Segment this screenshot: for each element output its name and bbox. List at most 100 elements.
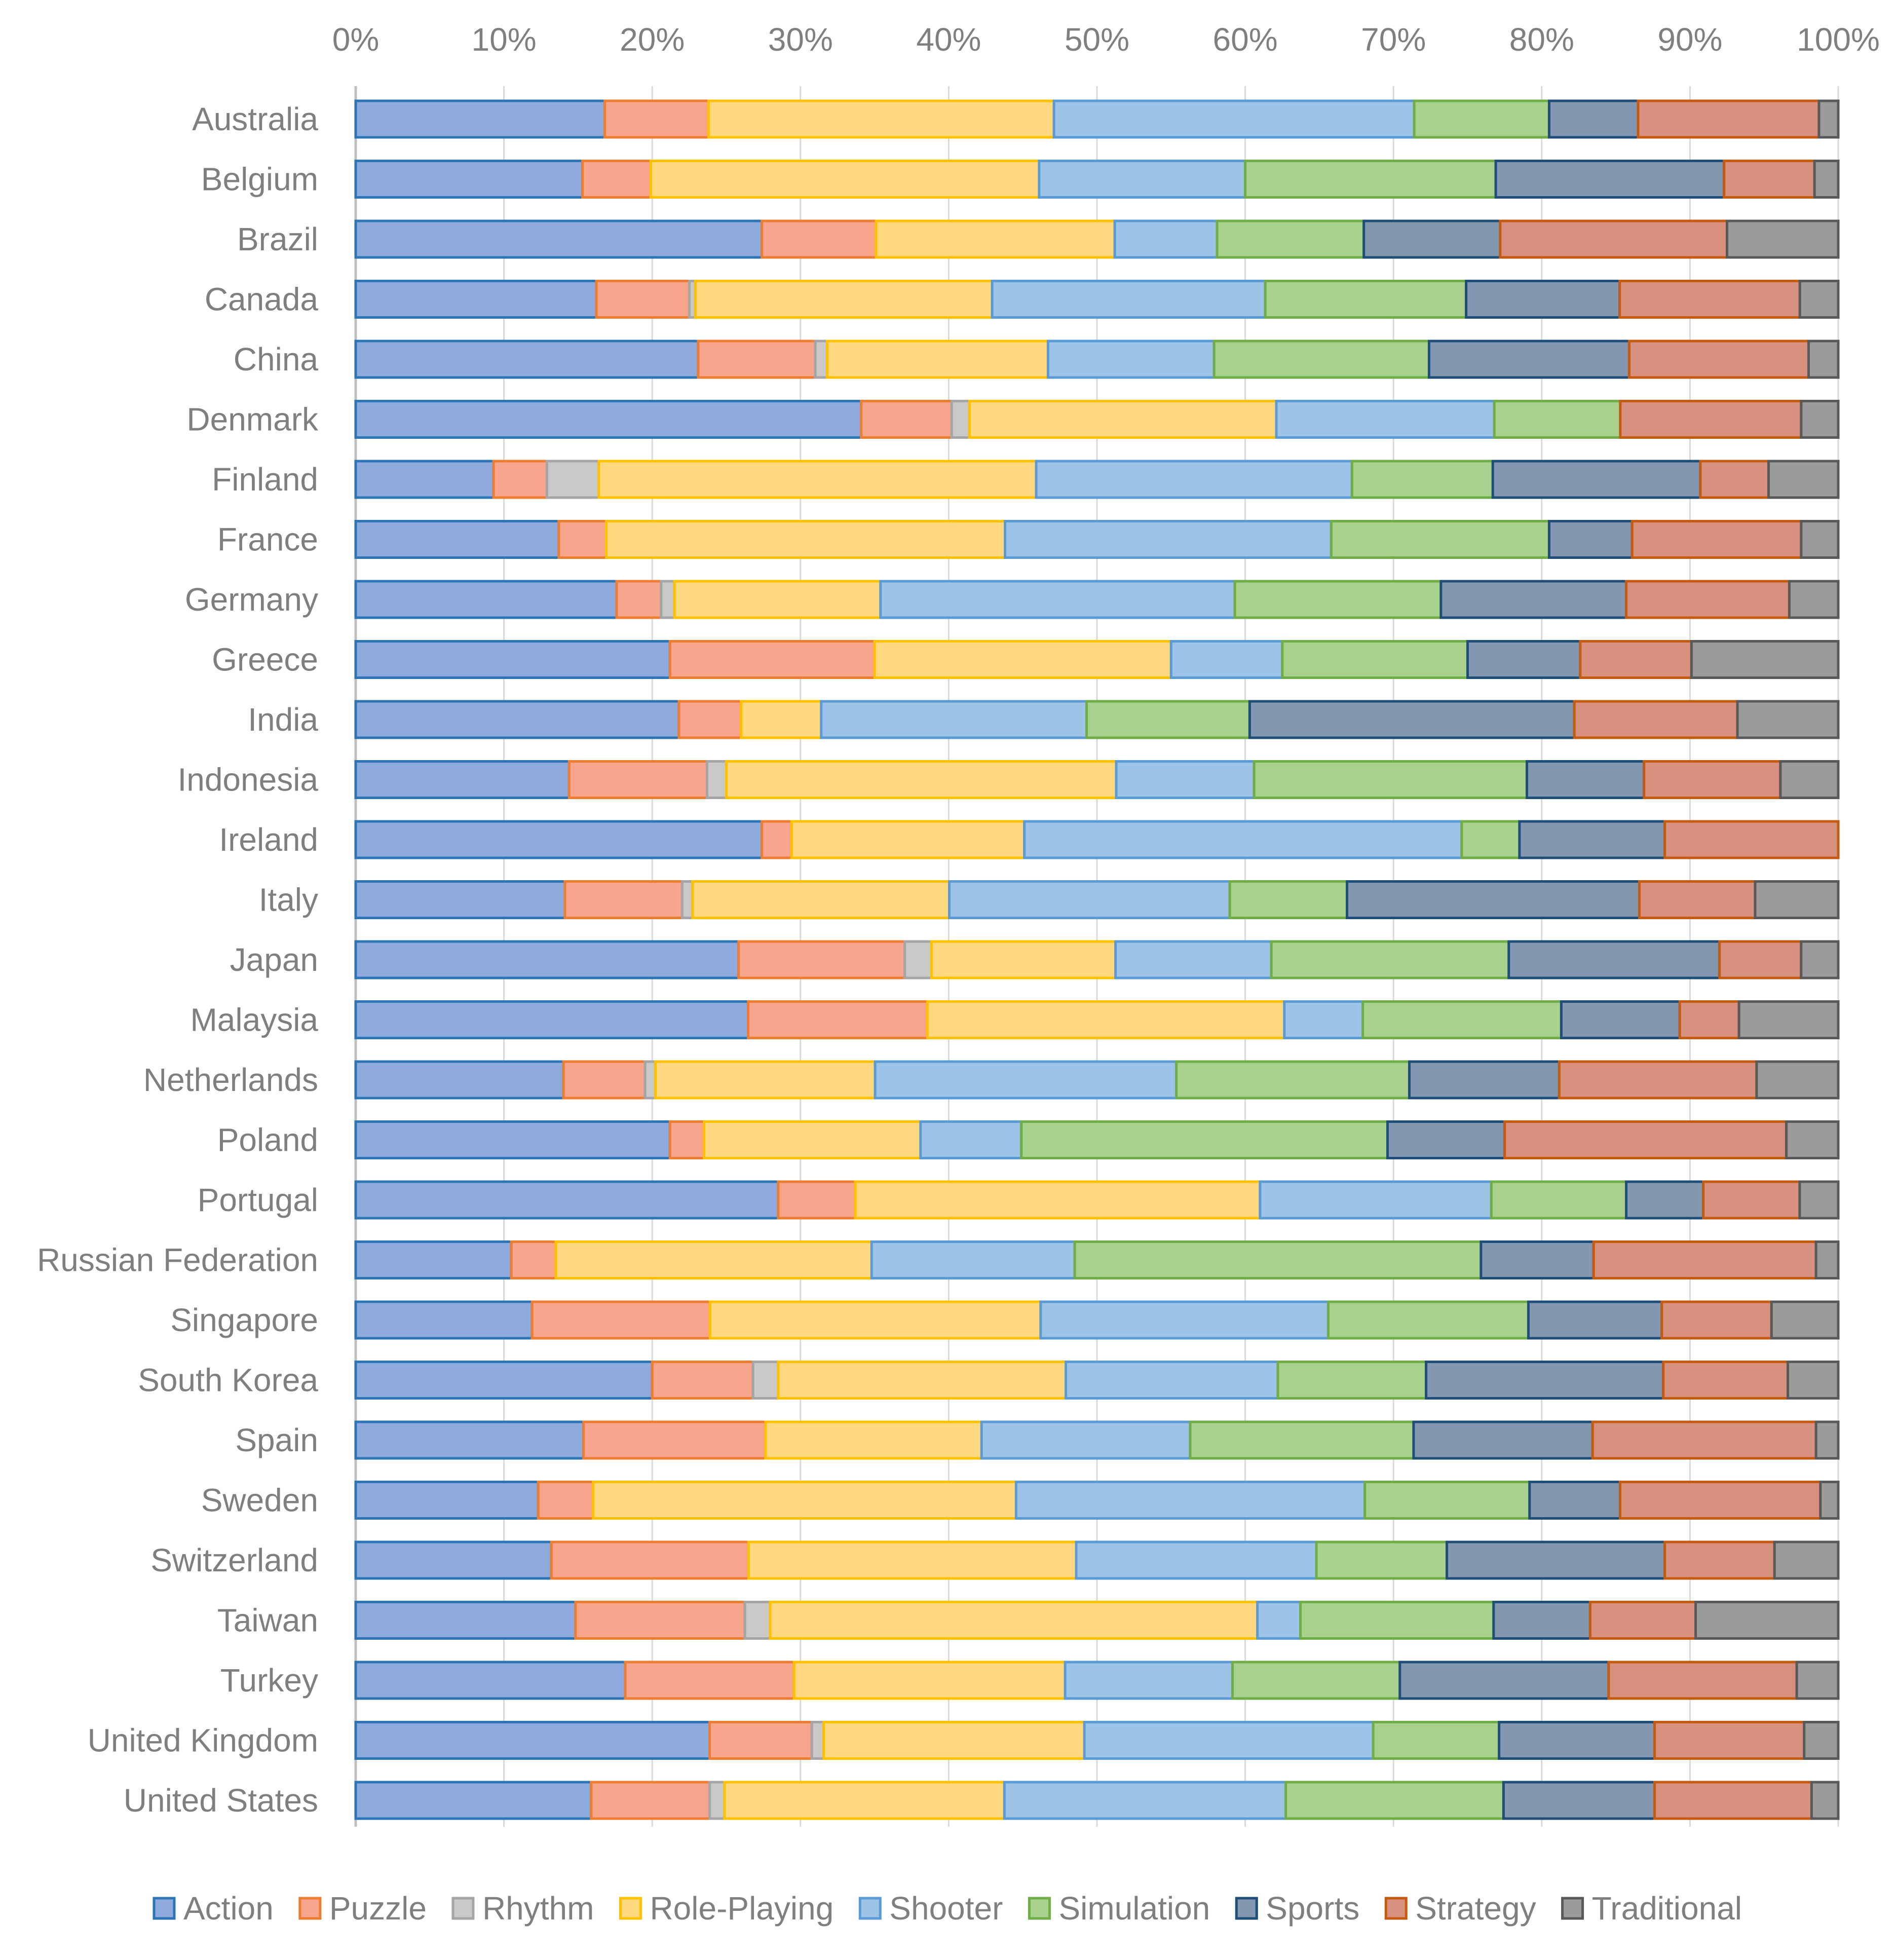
category-label: United Kingdom xyxy=(88,1722,318,1759)
bar-segment-action xyxy=(354,1240,513,1279)
bar-segment-sports xyxy=(1465,280,1621,319)
bar-segment-action xyxy=(354,820,764,859)
bar-segment-traditional xyxy=(1737,1000,1840,1039)
bar-row xyxy=(354,580,1840,619)
bar-segment-puzzle xyxy=(747,1000,929,1039)
bar-segment-role-playing xyxy=(691,880,951,919)
bar-segment-simulation xyxy=(1073,1240,1483,1279)
x-tick-label: 60% xyxy=(1213,21,1278,58)
bar-segment-action xyxy=(354,160,584,199)
category-label: Switzerland xyxy=(150,1542,318,1578)
bar-segment-sports xyxy=(1492,1601,1591,1640)
legend-label: Sports xyxy=(1266,1890,1359,1927)
x-tick-label: 80% xyxy=(1509,21,1574,58)
bar-segment-traditional xyxy=(1814,1420,1840,1460)
bar-segment-shooter xyxy=(1014,1481,1367,1520)
bar-segment-shooter xyxy=(1114,940,1273,979)
bar-segment-shooter xyxy=(1039,1300,1330,1340)
bar-row xyxy=(354,1060,1840,1100)
bar-row xyxy=(354,700,1840,739)
bar-segment-sports xyxy=(1446,1540,1666,1580)
bar-segment-traditional xyxy=(1800,520,1840,559)
bar-segment-shooter xyxy=(919,1120,1023,1159)
bar-segment-rhythm xyxy=(903,940,933,979)
category-label: South Korea xyxy=(138,1362,318,1399)
bar-segment-puzzle xyxy=(492,460,548,499)
legend-item-puzzle: Puzzle xyxy=(298,1890,427,1927)
bar-segment-simulation xyxy=(1315,1540,1449,1580)
legend-label: Puzzle xyxy=(329,1890,427,1927)
bar-segment-simulation xyxy=(1361,1000,1563,1039)
bar-row xyxy=(354,760,1840,799)
bar-segment-rhythm xyxy=(810,1721,825,1760)
bar-segment-strategy xyxy=(1718,940,1803,979)
bar-segment-traditional xyxy=(1803,1721,1840,1760)
bar-segment-role-playing xyxy=(825,340,1049,379)
bar-row xyxy=(354,1661,1840,1700)
bar-segment-simulation xyxy=(1326,1300,1530,1340)
bar-segment-puzzle xyxy=(615,580,663,619)
legend: Action Puzzle Rhythm Role-Playing Shooter Sim… xyxy=(153,1890,1742,1927)
bar-segment-action xyxy=(354,280,598,319)
bar-segment-action xyxy=(354,1300,534,1340)
bar-segment-shooter xyxy=(1038,160,1247,199)
x-tick-label: 70% xyxy=(1361,21,1426,58)
category-label: Poland xyxy=(217,1122,318,1158)
bar-segment-strategy xyxy=(1637,99,1821,139)
bar-segment-shooter xyxy=(1035,460,1353,499)
bar-segment-shooter xyxy=(1023,820,1463,859)
bar-segment-sports xyxy=(1494,160,1726,199)
bar-segment-strategy xyxy=(1591,1420,1817,1460)
bar-segment-sports xyxy=(1427,340,1630,379)
bar-segment-sports xyxy=(1528,1481,1621,1520)
bar-segment-rhythm xyxy=(680,880,694,919)
bar-segment-puzzle xyxy=(510,1240,557,1279)
bar-segment-strategy xyxy=(1625,580,1791,619)
bar-segment-strategy xyxy=(1627,340,1810,379)
bar-row xyxy=(354,1481,1840,1520)
category-label: Turkey xyxy=(220,1662,318,1699)
bar-segment-puzzle xyxy=(708,1721,813,1760)
bar-segment-puzzle xyxy=(677,700,743,739)
bar-segment-puzzle xyxy=(581,160,652,199)
bar-row xyxy=(354,1781,1840,1820)
bar-segment-action xyxy=(354,1420,585,1460)
bar-segment-simulation xyxy=(1284,1781,1505,1820)
category-label: Indonesia xyxy=(177,762,318,798)
bar-segment-strategy xyxy=(1723,160,1816,199)
bar-segment-simulation xyxy=(1350,460,1494,499)
bar-segment-puzzle xyxy=(777,1180,857,1220)
bar-segment-puzzle xyxy=(761,219,878,259)
category-label: China xyxy=(234,341,319,378)
bar-segment-shooter xyxy=(870,1240,1076,1279)
bar-row xyxy=(354,1300,1840,1340)
category-label: Canada xyxy=(205,281,319,318)
bar-segment-shooter xyxy=(1065,1361,1279,1400)
bar-segment-action xyxy=(354,1000,750,1039)
bar-segment-puzzle xyxy=(557,520,608,559)
bar-segment-traditional xyxy=(1798,280,1840,319)
legend-label: Simulation xyxy=(1058,1890,1210,1927)
bar-segment-action xyxy=(354,1481,540,1520)
bar-segment-simulation xyxy=(1299,1601,1495,1640)
bar-segment-puzzle xyxy=(574,1601,746,1640)
bar-segment-strategy xyxy=(1579,640,1693,679)
legend-swatch xyxy=(1235,1897,1258,1920)
bar-segment-role-playing xyxy=(790,820,1026,859)
legend-item-shooter: Shooter xyxy=(858,1890,1003,1927)
bar-row xyxy=(354,1721,1840,1760)
bar-segment-traditional xyxy=(1810,1781,1840,1820)
bar-segment-sports xyxy=(1398,1661,1610,1700)
bar-segment-simulation xyxy=(1085,700,1251,739)
bar-segment-role-playing xyxy=(649,160,1041,199)
bar-segment-simulation xyxy=(1493,400,1622,439)
bar-row xyxy=(354,820,1840,859)
x-tick-label: 90% xyxy=(1657,21,1722,58)
bar-segment-strategy xyxy=(1678,1000,1740,1039)
bar-segment-puzzle xyxy=(603,99,710,139)
bar-segment-strategy xyxy=(1663,1540,1776,1580)
bar-segment-role-playing xyxy=(747,1540,1078,1580)
category-label: Taiwan xyxy=(217,1602,318,1639)
bar-segment-strategy xyxy=(1619,400,1803,439)
bar-segment-sports xyxy=(1386,1120,1506,1159)
